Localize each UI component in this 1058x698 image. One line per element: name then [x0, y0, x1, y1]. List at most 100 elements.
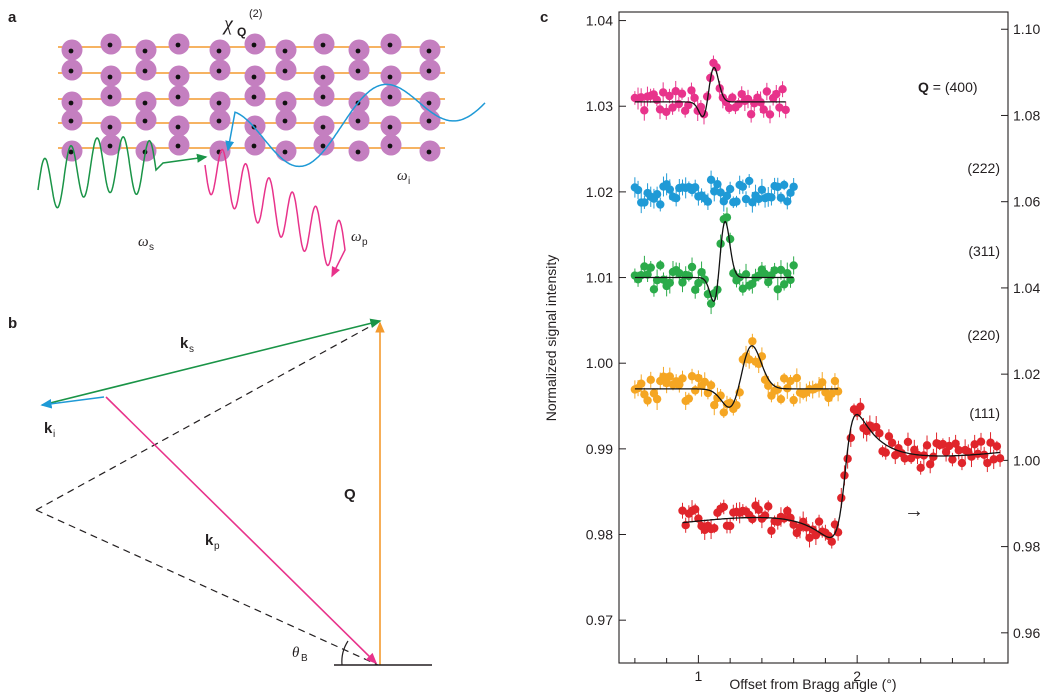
lattice-nucleus: [282, 149, 288, 155]
right-tick-label: 1.04: [1013, 280, 1040, 296]
lattice-nucleus: [68, 48, 74, 54]
data-point: [738, 182, 748, 191]
data-point: [781, 105, 790, 115]
data-point: [875, 429, 884, 438]
data-point: [779, 374, 789, 383]
data-point: [712, 63, 721, 72]
data-point: [818, 378, 827, 387]
lattice-nucleus: [426, 68, 432, 74]
data-point: [640, 198, 649, 207]
data-point: [765, 110, 775, 119]
data-point: [706, 175, 716, 185]
lattice-nucleus: [355, 118, 361, 124]
left-tick-label: 1.02: [586, 184, 613, 200]
lattice-nucleus: [175, 74, 181, 80]
kp-subscript: p: [214, 541, 220, 552]
data-point: [744, 176, 754, 186]
lattice-nucleus: [320, 143, 326, 149]
data-point: [690, 93, 699, 103]
data-point: [811, 531, 821, 540]
data-point: [872, 422, 881, 432]
data-point: [843, 454, 852, 463]
data-point: [773, 385, 782, 394]
panel-b-letter: b: [8, 315, 17, 332]
ki-subscript: i: [53, 429, 55, 440]
data-point: [764, 502, 773, 511]
fit-curve: [634, 66, 786, 118]
left-tick-label: 1.04: [586, 13, 613, 29]
data-point: [827, 389, 836, 398]
right-tick-label: 1.10: [1013, 21, 1040, 37]
data-point: [668, 103, 677, 112]
left-tick-label: 1.01: [586, 270, 613, 286]
data-point: [675, 268, 684, 278]
lattice-nucleus: [107, 124, 113, 130]
data-point: [778, 85, 787, 94]
data-point: [674, 99, 684, 109]
data-point: [748, 198, 757, 207]
data-point: [677, 89, 687, 98]
data-point: [773, 182, 782, 192]
data-point: [989, 455, 998, 464]
lattice-nucleus: [282, 100, 288, 106]
data-point: [684, 394, 694, 403]
data-point: [760, 269, 770, 279]
lattice-nucleus: [426, 48, 432, 54]
lattice-nucleus: [282, 68, 288, 74]
data-point: [881, 448, 890, 457]
data-point: [678, 374, 687, 383]
lattice-nucleus: [175, 124, 181, 130]
lattice-nucleus: [320, 74, 326, 80]
data-point: [744, 355, 754, 364]
lattice-nucleus: [175, 94, 181, 100]
right-tick-label: 1.08: [1013, 107, 1040, 123]
data-point: [725, 234, 735, 244]
lattice-nucleus: [175, 42, 181, 48]
lattice-nucleus: [107, 42, 113, 48]
bragg-angle-arc: [341, 640, 349, 666]
lattice-nucleus: [320, 124, 326, 130]
data-point: [732, 401, 741, 410]
ks-symbol: k: [180, 335, 189, 352]
panel-a-letter: a: [8, 9, 17, 26]
data-point: [891, 451, 900, 460]
lattice-nucleus: [107, 94, 113, 100]
data-point: [662, 107, 671, 117]
series-labels: Q = (400) (222) (311) (220) (111): [918, 79, 1000, 421]
data-point: [710, 400, 719, 410]
series-label: (311): [968, 243, 1000, 259]
data-point: [929, 452, 938, 461]
data-point: [792, 373, 802, 383]
left-tick-label: 0.98: [586, 527, 613, 543]
x-tick-label: 2: [853, 668, 861, 684]
signal-wave: [37, 136, 208, 209]
data-point: [802, 523, 811, 532]
data-layer: [630, 55, 1005, 549]
fit-curve: [682, 413, 1001, 539]
lattice-nucleus: [426, 100, 432, 106]
data-point: [697, 268, 706, 277]
data-point: [926, 460, 935, 469]
panel-c-letter: c: [540, 9, 548, 26]
series-1: [630, 170, 798, 214]
right-tick-label: 0.96: [1013, 625, 1040, 641]
idler-wave: [225, 83, 486, 168]
data-point: [970, 440, 979, 449]
data-point: [659, 372, 668, 381]
ks-label: k s: [180, 335, 194, 355]
data-point: [722, 191, 732, 201]
chi-label: χ Q (2): [222, 8, 262, 39]
data-point: [702, 92, 712, 101]
data-point: [979, 450, 989, 460]
right-axis-ticks: 0.96 0.98 1.00 1.02 1.04 1.06 1.08 1.10: [1001, 21, 1040, 641]
data-point: [716, 188, 725, 197]
data-point: [814, 517, 824, 526]
data-point: [665, 278, 675, 288]
data-point: [636, 93, 646, 102]
data-point: [789, 182, 798, 191]
data-point: [903, 437, 913, 447]
data-point: [656, 200, 665, 209]
lattice-nucleus: [68, 149, 74, 155]
data-point: [976, 437, 986, 446]
series-label: (111): [969, 405, 1000, 421]
